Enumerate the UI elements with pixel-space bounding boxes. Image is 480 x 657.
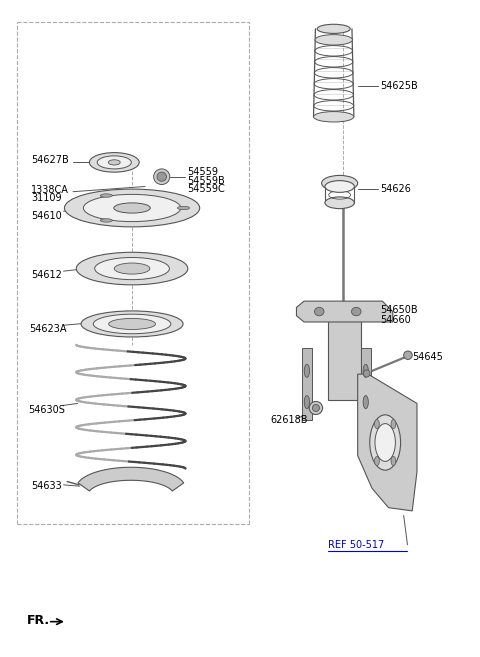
Ellipse shape <box>93 314 171 334</box>
Ellipse shape <box>97 156 132 169</box>
Ellipse shape <box>114 263 150 274</box>
Ellipse shape <box>363 396 368 409</box>
Ellipse shape <box>108 160 120 165</box>
Text: 62618B: 62618B <box>271 415 308 424</box>
Ellipse shape <box>81 311 183 337</box>
Text: 54626: 54626 <box>380 184 411 194</box>
Polygon shape <box>297 301 393 322</box>
Text: REF 50-517: REF 50-517 <box>328 540 384 550</box>
Ellipse shape <box>89 152 139 172</box>
Ellipse shape <box>313 112 354 122</box>
Ellipse shape <box>95 258 169 280</box>
Ellipse shape <box>108 319 156 329</box>
Ellipse shape <box>374 457 379 466</box>
Text: 54633: 54633 <box>31 481 62 491</box>
Ellipse shape <box>370 415 401 470</box>
Text: 54660: 54660 <box>380 315 411 325</box>
Ellipse shape <box>178 206 190 210</box>
Ellipse shape <box>363 370 370 377</box>
Ellipse shape <box>100 194 112 197</box>
Ellipse shape <box>154 169 170 185</box>
Ellipse shape <box>64 189 200 227</box>
Text: 54623A: 54623A <box>29 323 66 334</box>
Ellipse shape <box>309 401 323 415</box>
Text: FR.: FR. <box>26 614 49 627</box>
Ellipse shape <box>84 194 181 221</box>
Ellipse shape <box>100 219 112 222</box>
Ellipse shape <box>325 197 354 209</box>
Polygon shape <box>358 374 417 511</box>
Text: 54559B: 54559B <box>187 175 225 186</box>
Ellipse shape <box>114 203 150 213</box>
Polygon shape <box>78 467 184 491</box>
Ellipse shape <box>322 175 358 191</box>
Polygon shape <box>328 319 360 400</box>
Ellipse shape <box>374 419 379 428</box>
Text: 1338CA: 1338CA <box>31 185 69 194</box>
Ellipse shape <box>351 307 361 316</box>
Ellipse shape <box>304 365 310 377</box>
Ellipse shape <box>391 419 396 428</box>
Ellipse shape <box>325 181 354 193</box>
Text: 31109: 31109 <box>31 193 62 203</box>
Ellipse shape <box>391 457 396 466</box>
Ellipse shape <box>304 396 310 409</box>
Ellipse shape <box>314 307 324 316</box>
Polygon shape <box>360 348 371 420</box>
Text: 54625B: 54625B <box>380 81 418 91</box>
Ellipse shape <box>317 24 350 34</box>
Ellipse shape <box>404 351 412 359</box>
Text: 54630S: 54630S <box>28 405 65 415</box>
Ellipse shape <box>375 424 396 461</box>
Text: 54650B: 54650B <box>380 306 418 315</box>
Ellipse shape <box>363 365 368 377</box>
Text: 54559: 54559 <box>187 167 218 177</box>
Ellipse shape <box>315 35 352 45</box>
Text: 54645: 54645 <box>412 352 443 362</box>
Text: 54559C: 54559C <box>187 184 225 194</box>
Ellipse shape <box>312 405 320 411</box>
Text: 54612: 54612 <box>31 270 62 280</box>
Text: 54610: 54610 <box>31 211 62 221</box>
Text: 54627B: 54627B <box>31 156 69 166</box>
Ellipse shape <box>157 172 167 181</box>
Ellipse shape <box>76 252 188 285</box>
Polygon shape <box>301 348 312 420</box>
